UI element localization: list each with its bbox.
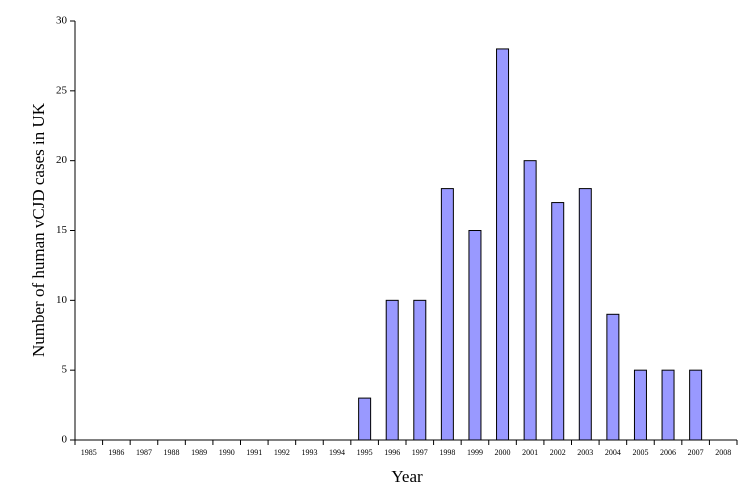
x-tick-label: 1985 [81, 448, 97, 457]
y-tick-label: 0 [62, 434, 68, 446]
x-tick-label: 2007 [688, 448, 704, 457]
x-tick-label: 1989 [191, 448, 207, 457]
x-tick-label: 1988 [164, 448, 180, 457]
y-tick-label: 5 [62, 364, 68, 376]
bar [358, 397, 372, 441]
y-tick-label: 25 [56, 84, 68, 96]
bar [413, 299, 427, 441]
x-tick-label: 1997 [412, 448, 428, 457]
bar [496, 48, 510, 441]
x-tick-label: 1990 [219, 448, 235, 457]
x-tick-label: 2008 [715, 448, 731, 457]
x-tick-label: 1993 [301, 448, 317, 457]
bar [440, 188, 454, 441]
x-tick-label: 1992 [274, 448, 290, 457]
x-tick-label: 1998 [439, 448, 455, 457]
y-tick-label: 15 [56, 224, 68, 236]
y-axis-label: Number of human vCJD cases in UK [29, 102, 48, 357]
x-tick-label: 1996 [384, 448, 400, 457]
bar [689, 369, 703, 441]
bar [551, 202, 565, 441]
y-tick-label: 20 [56, 154, 68, 166]
y-tick-label: 10 [56, 294, 68, 306]
x-tick-label: 2003 [577, 448, 593, 457]
x-tick-label: 1995 [357, 448, 373, 457]
bar [633, 369, 647, 441]
x-tick-label: 1991 [246, 448, 262, 457]
x-tick-label: 2006 [660, 448, 676, 457]
bar [661, 369, 675, 441]
bar [606, 313, 620, 441]
bar [523, 160, 537, 441]
bar [385, 299, 399, 441]
x-tick-label: 2000 [495, 448, 511, 457]
x-axis-label: Year [391, 467, 423, 486]
x-tick-label: 1986 [108, 448, 124, 457]
x-tick-label: 2004 [605, 448, 621, 457]
x-tick-label: 2001 [522, 448, 538, 457]
bar [468, 230, 482, 441]
x-tick-label: 1994 [329, 448, 345, 457]
x-tick-label: 2002 [550, 448, 566, 457]
bar [578, 188, 592, 441]
x-tick-label: 1999 [467, 448, 483, 457]
y-tick-label: 30 [56, 15, 68, 27]
x-tick-label: 1987 [136, 448, 152, 457]
x-tick-label: 2005 [632, 448, 648, 457]
